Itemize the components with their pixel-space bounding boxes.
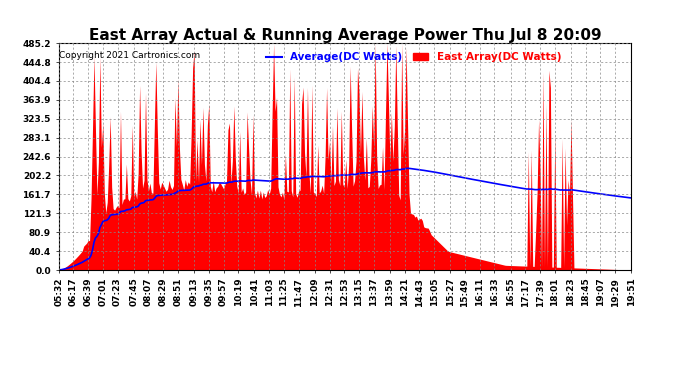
- Title: East Array Actual & Running Average Power Thu Jul 8 20:09: East Array Actual & Running Average Powe…: [89, 28, 601, 43]
- Text: Copyright 2021 Cartronics.com: Copyright 2021 Cartronics.com: [59, 51, 200, 60]
- Legend: Average(DC Watts), East Array(DC Watts): Average(DC Watts), East Array(DC Watts): [262, 48, 565, 67]
